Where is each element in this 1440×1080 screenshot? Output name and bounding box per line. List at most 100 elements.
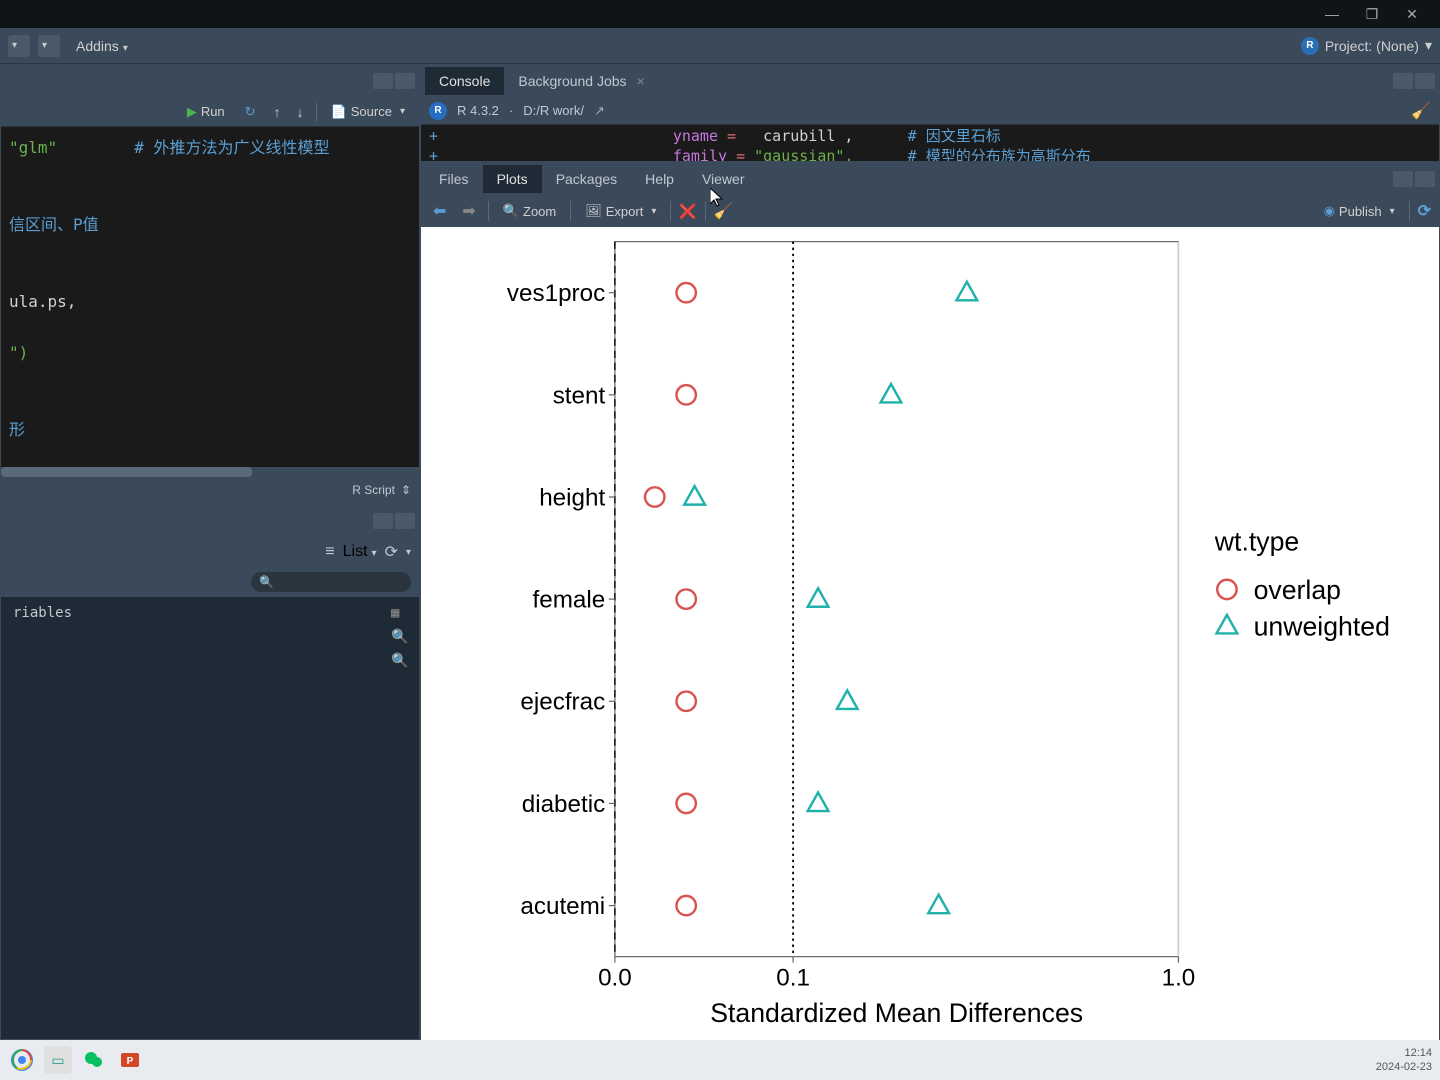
- tab-packages[interactable]: Packages: [542, 165, 631, 193]
- console-output[interactable]: + yname = carubill , # 因文里石标 + family = …: [421, 125, 1439, 161]
- svg-text:Standardized Mean Differences: Standardized Mean Differences: [710, 998, 1083, 1028]
- nav-up-icon[interactable]: ↑: [270, 104, 285, 120]
- env-variable-row[interactable]: 🔍: [5, 625, 415, 649]
- toolbar-new-dropdown[interactable]: [8, 35, 30, 57]
- minimize-button[interactable]: —: [1312, 0, 1352, 28]
- inspect-icon[interactable]: 🔍: [391, 629, 407, 645]
- project-selector[interactable]: R Project: (None) ▾: [1301, 37, 1432, 55]
- svg-text:stent: stent: [553, 382, 606, 409]
- taskbar-app-icon[interactable]: ▭: [44, 1046, 72, 1074]
- svg-text:overlap: overlap: [1254, 575, 1341, 605]
- list-view-dropdown[interactable]: List: [343, 543, 377, 561]
- svg-text:height: height: [539, 484, 605, 511]
- workdir-label[interactable]: D:/R work/: [523, 103, 584, 118]
- svg-text:acutemi: acutemi: [520, 893, 605, 920]
- env-minimize-icon[interactable]: [373, 513, 393, 529]
- plots-maximize-icon[interactable]: [1415, 171, 1435, 187]
- source-dropdown[interactable]: 📄 Source: [325, 102, 411, 122]
- plot-prev-icon[interactable]: ⬅: [429, 201, 450, 221]
- plots-minimize-icon[interactable]: [1393, 171, 1413, 187]
- env-variable-row[interactable]: riables ▦: [5, 601, 415, 625]
- console-tabs: Console Background Jobs ×: [421, 65, 1439, 97]
- nav-down-icon[interactable]: ↓: [293, 104, 308, 120]
- svg-text:unweighted: unweighted: [1254, 611, 1390, 641]
- r-version-label: R 4.3.2: [457, 103, 499, 118]
- toolbar-grid-dropdown[interactable]: [38, 35, 60, 57]
- console-maximize-icon[interactable]: [1415, 73, 1435, 89]
- plot-area: ves1proc stent height female ejecfrac diabeti…: [421, 227, 1439, 1056]
- script-type-label[interactable]: R Script: [352, 483, 395, 497]
- source-footer: R Script ⇕: [1, 477, 419, 503]
- clear-console-icon[interactable]: 🧹: [1411, 101, 1431, 121]
- zoom-button[interactable]: 🔍 Zoom: [497, 201, 562, 221]
- env-tabs: [1, 505, 419, 537]
- taskbar-powerpoint-icon[interactable]: P: [116, 1046, 144, 1074]
- project-caret: ▾: [1425, 37, 1432, 54]
- taskbar-clock[interactable]: 12:14 2024-02-23: [1376, 1046, 1432, 1075]
- env-content: riables ▦ 🔍 🔍: [1, 597, 419, 1039]
- svg-text:P: P: [127, 1056, 134, 1067]
- svg-text:female: female: [533, 587, 606, 614]
- plots-tabs: Files Plots Packages Help Viewer: [421, 163, 1439, 195]
- svg-text:1.0: 1.0: [1162, 965, 1196, 992]
- source-maximize-icon[interactable]: [395, 73, 415, 89]
- source-toolbar: ▶ Run ↻ ↑ ↓ 📄 Source: [1, 97, 419, 127]
- refresh-plot-icon[interactable]: ⟳: [1418, 201, 1431, 221]
- source-doc-icon: 📄: [331, 104, 347, 120]
- publish-dropdown[interactable]: ◉ Publish: [1318, 201, 1401, 221]
- tab-viewer[interactable]: Viewer: [688, 165, 759, 193]
- env-variable-row[interactable]: 🔍: [5, 649, 415, 673]
- source-minimize-icon[interactable]: [373, 73, 393, 89]
- main-toolbar: Addins R Project: (None) ▾: [0, 28, 1440, 64]
- plots-toolbar: ⬅ ➡ 🔍 Zoom 🖼 Export ❌ 🧹 ◉: [421, 195, 1439, 227]
- console-pane: Console Background Jobs × R R 4.3.2 · D:…: [420, 64, 1440, 162]
- source-pane: ▶ Run ↻ ↑ ↓ 📄 Source "glm" # 外推方法为广义线性模型…: [0, 64, 420, 504]
- window-titlebar: — ❐ ✕: [0, 0, 1440, 28]
- svg-text:ejecfrac: ejecfrac: [520, 689, 605, 716]
- refresh-icon[interactable]: ⟳: [385, 542, 398, 562]
- taskbar-wechat-icon[interactable]: [80, 1046, 108, 1074]
- tab-plots[interactable]: Plots: [483, 165, 542, 193]
- clear-plots-icon[interactable]: 🧹: [714, 201, 734, 221]
- addins-dropdown[interactable]: Addins: [68, 34, 136, 58]
- refresh-caret[interactable]: ▾: [406, 547, 411, 558]
- zoom-icon: 🔍: [503, 203, 519, 219]
- console-minimize-icon[interactable]: [1393, 73, 1413, 89]
- tab-help[interactable]: Help: [631, 165, 688, 193]
- maximize-button[interactable]: ❐: [1352, 0, 1392, 28]
- tab-background-jobs[interactable]: Background Jobs ×: [504, 67, 658, 95]
- console-info-bar: R R 4.3.2 · D:/R work/ ↗ 🧹: [421, 97, 1439, 125]
- plot-next-icon[interactable]: ➡: [458, 201, 479, 221]
- rerun-button[interactable]: ↻: [239, 102, 262, 122]
- r-logo-icon: R: [1301, 37, 1319, 55]
- run-icon: ▶: [187, 104, 197, 120]
- tab-console[interactable]: Console: [425, 67, 504, 95]
- goto-dir-icon[interactable]: ↗: [594, 103, 605, 119]
- export-dropdown[interactable]: 🖼 Export: [579, 201, 662, 221]
- env-toolbar: ≡ List ⟳ ▾: [1, 537, 419, 567]
- source-tabs: [1, 65, 419, 97]
- r-logo-icon: R: [429, 102, 447, 120]
- svg-text:wt.type: wt.type: [1214, 527, 1299, 557]
- project-name: Project: (None): [1325, 38, 1419, 54]
- taskbar-chrome-icon[interactable]: [8, 1046, 36, 1074]
- env-search-input[interactable]: 🔍: [251, 572, 411, 592]
- tab-files[interactable]: Files: [425, 165, 483, 193]
- env-maximize-icon[interactable]: [395, 513, 415, 529]
- inspect-icon[interactable]: 🔍: [391, 653, 407, 669]
- close-tab-icon[interactable]: ×: [636, 73, 644, 89]
- search-icon: 🔍: [259, 575, 274, 589]
- svg-text:0.0: 0.0: [598, 965, 632, 992]
- environment-pane: ≡ List ⟳ ▾ 🔍 riables ▦ 🔍: [0, 504, 420, 1040]
- code-editor[interactable]: "glm" # 外推方法为广义线性模型 信区间、P值 ula.ps, ") 形 …: [1, 127, 419, 467]
- smd-chart: ves1proc stent height female ejecfrac diabeti…: [421, 227, 1439, 1056]
- svg-text:diabetic: diabetic: [522, 791, 605, 818]
- horizontal-scrollbar[interactable]: [1, 467, 252, 477]
- close-button[interactable]: ✕: [1392, 0, 1432, 28]
- export-icon: 🖼: [585, 203, 602, 219]
- table-icon[interactable]: ▦: [391, 605, 407, 621]
- svg-text:ves1proc: ves1proc: [507, 280, 605, 307]
- list-view-icon: ≡: [325, 543, 334, 561]
- run-button[interactable]: ▶ Run: [181, 102, 231, 122]
- remove-plot-icon[interactable]: ❌: [679, 203, 696, 220]
